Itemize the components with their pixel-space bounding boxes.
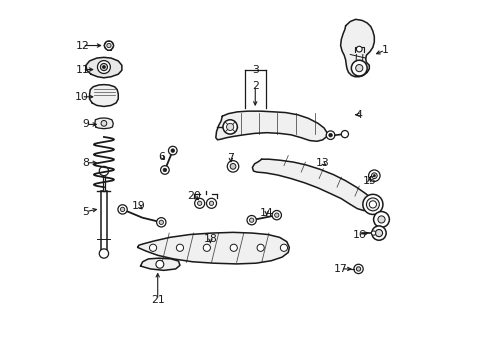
Circle shape — [99, 166, 108, 176]
Text: 4: 4 — [355, 110, 362, 120]
Circle shape — [106, 43, 111, 48]
Circle shape — [373, 212, 388, 227]
Circle shape — [372, 175, 375, 177]
Text: 21: 21 — [150, 295, 164, 305]
Text: 10: 10 — [74, 92, 88, 102]
Circle shape — [168, 146, 177, 155]
Circle shape — [227, 161, 238, 172]
Circle shape — [366, 198, 379, 211]
Text: 17: 17 — [333, 264, 347, 274]
Circle shape — [246, 216, 256, 225]
Bar — [101, 191, 107, 253]
Text: 1: 1 — [381, 45, 388, 55]
Circle shape — [149, 244, 156, 251]
Circle shape — [230, 163, 235, 169]
Circle shape — [102, 66, 105, 68]
Circle shape — [274, 213, 278, 217]
Circle shape — [120, 207, 124, 212]
Circle shape — [160, 166, 169, 174]
Circle shape — [353, 264, 363, 274]
Text: 12: 12 — [75, 41, 89, 50]
Text: 3: 3 — [251, 64, 258, 75]
Circle shape — [206, 198, 216, 208]
Circle shape — [325, 131, 334, 139]
Circle shape — [226, 123, 233, 131]
Text: 16: 16 — [352, 230, 366, 239]
Text: 18: 18 — [203, 234, 217, 244]
Circle shape — [257, 244, 264, 251]
Text: 7: 7 — [227, 153, 234, 163]
Text: 5: 5 — [82, 207, 89, 217]
Circle shape — [271, 211, 281, 220]
Circle shape — [99, 249, 108, 258]
Circle shape — [104, 41, 113, 50]
Polygon shape — [340, 19, 373, 77]
Text: 20: 20 — [187, 191, 201, 201]
Circle shape — [194, 198, 204, 208]
Circle shape — [156, 218, 165, 227]
Circle shape — [371, 231, 375, 235]
Circle shape — [223, 120, 237, 134]
Circle shape — [156, 260, 163, 268]
Polygon shape — [140, 258, 180, 270]
Circle shape — [356, 46, 362, 52]
Circle shape — [328, 134, 332, 137]
Bar — [102, 171, 105, 191]
Text: 8: 8 — [82, 158, 89, 168]
Circle shape — [230, 244, 237, 251]
Circle shape — [97, 60, 110, 73]
Circle shape — [356, 267, 360, 271]
Polygon shape — [252, 159, 373, 211]
Circle shape — [203, 244, 210, 251]
Text: 11: 11 — [75, 64, 89, 75]
Circle shape — [368, 201, 376, 208]
Circle shape — [159, 220, 163, 225]
Text: 9: 9 — [82, 120, 89, 129]
Text: 2: 2 — [251, 81, 258, 91]
Circle shape — [351, 60, 366, 76]
Circle shape — [368, 170, 379, 181]
Polygon shape — [137, 232, 289, 264]
Circle shape — [280, 244, 287, 251]
Circle shape — [209, 201, 213, 206]
Circle shape — [249, 218, 253, 222]
Circle shape — [377, 216, 384, 223]
Circle shape — [101, 121, 106, 126]
Polygon shape — [215, 111, 326, 141]
Text: 19: 19 — [132, 201, 145, 211]
Polygon shape — [86, 57, 122, 78]
Text: 15: 15 — [362, 176, 375, 186]
Circle shape — [355, 64, 362, 72]
Circle shape — [163, 168, 166, 172]
Circle shape — [118, 205, 127, 214]
Circle shape — [371, 173, 376, 179]
Text: 13: 13 — [315, 158, 329, 168]
Circle shape — [362, 194, 382, 215]
Text: 14: 14 — [259, 208, 273, 218]
Circle shape — [100, 63, 107, 71]
Circle shape — [197, 201, 202, 206]
Circle shape — [176, 244, 183, 251]
Circle shape — [171, 149, 174, 152]
Text: 6: 6 — [158, 152, 165, 162]
Circle shape — [341, 131, 348, 138]
Polygon shape — [95, 118, 113, 129]
Circle shape — [375, 229, 382, 237]
Circle shape — [371, 226, 386, 240]
Polygon shape — [89, 85, 118, 107]
